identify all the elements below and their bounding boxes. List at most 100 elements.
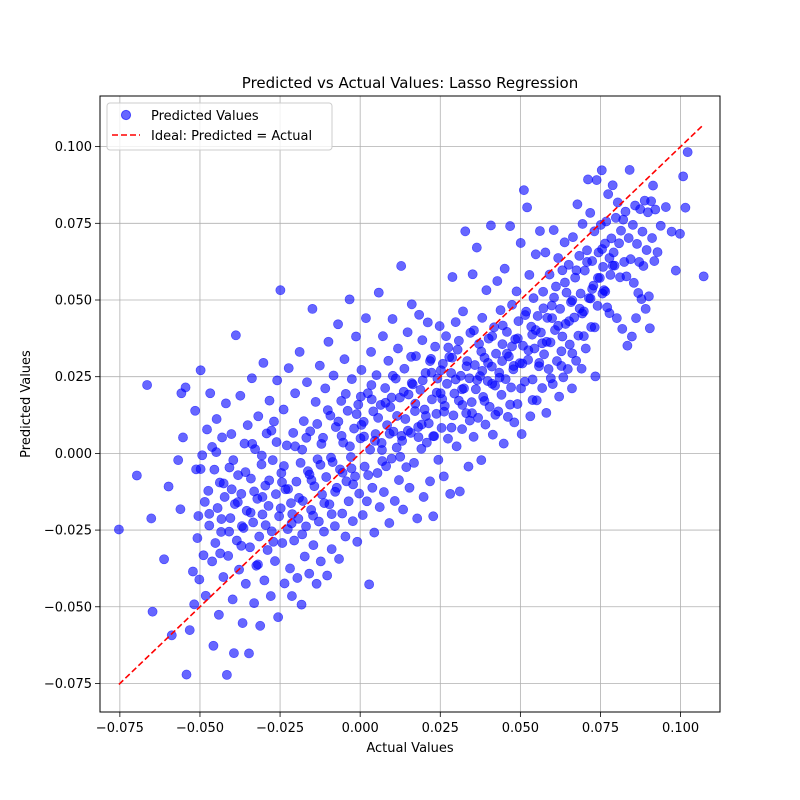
- scatter-point: [277, 538, 288, 548]
- scatter-point: [470, 384, 481, 395]
- scatter-point: [648, 180, 658, 191]
- scatter-point: [577, 219, 588, 229]
- scatter-point: [582, 257, 592, 267]
- scatter-point: [211, 414, 222, 424]
- scatter-point: [357, 510, 368, 520]
- scatter-point: [237, 618, 248, 628]
- scatter-point: [221, 669, 232, 680]
- scatter-point: [308, 510, 318, 521]
- scatter-point: [621, 271, 632, 282]
- x-tick-label: −0.050: [176, 721, 224, 736]
- scatter-point: [253, 559, 263, 570]
- scatter-point: [193, 511, 204, 521]
- scatter-point: [450, 317, 461, 327]
- scatter-point: [329, 521, 340, 531]
- scatter-point: [409, 457, 419, 468]
- scatter-point: [213, 609, 224, 620]
- scatter-point: [333, 319, 343, 330]
- x-tick-label: 0.100: [662, 721, 699, 736]
- scatter-point: [310, 396, 321, 407]
- scatter-point: [212, 503, 223, 513]
- scatter-point: [215, 548, 226, 559]
- scatter-point: [587, 284, 598, 294]
- scatter-point: [522, 202, 533, 213]
- scatter-point: [290, 388, 301, 399]
- scatter-point: [574, 250, 585, 261]
- scatter-point: [641, 245, 652, 255]
- scatter-point: [286, 498, 296, 508]
- scatter-point: [204, 520, 215, 531]
- scatter-point: [632, 238, 642, 249]
- scatter-point: [208, 640, 219, 651]
- scatter-point: [556, 346, 567, 357]
- scatter-point: [505, 221, 516, 231]
- scatter-point: [319, 526, 329, 537]
- scatter-point: [356, 365, 367, 375]
- legend-marker-scatter: [120, 109, 132, 121]
- scatter-point: [523, 345, 534, 356]
- scatter-point: [593, 273, 603, 283]
- scatter-point: [270, 556, 280, 566]
- scatter-point: [638, 261, 649, 271]
- scatter-point: [184, 625, 195, 635]
- scatter-point: [539, 349, 549, 360]
- scatter-point: [275, 503, 286, 514]
- scatter-point: [217, 432, 227, 443]
- scatter-point: [452, 344, 463, 355]
- scatter-point: [485, 220, 496, 231]
- scatter-point: [477, 312, 488, 323]
- scatter-point: [487, 378, 498, 389]
- scatter-point: [417, 335, 428, 346]
- scatter-point: [623, 233, 634, 243]
- scatter-point: [516, 383, 526, 394]
- scatter-point: [505, 399, 516, 410]
- scatter-point: [226, 484, 237, 495]
- scatter-point: [438, 471, 449, 482]
- scatter-point: [516, 429, 527, 439]
- scatter-point: [519, 185, 529, 196]
- scatter-point: [492, 276, 503, 286]
- scatter-point: [497, 320, 508, 331]
- scatter-point: [644, 323, 655, 334]
- scatter-point: [227, 594, 238, 605]
- scatter-point: [245, 507, 256, 518]
- scatter-point: [378, 487, 389, 497]
- scatter-point: [333, 416, 344, 427]
- scatter-point: [490, 409, 501, 420]
- scatter-point: [295, 457, 306, 468]
- scatter-point: [670, 265, 681, 276]
- scatter-point: [589, 322, 600, 333]
- scatter-point: [258, 357, 269, 368]
- scatter-point: [517, 358, 528, 369]
- scatter-point: [537, 338, 548, 349]
- scatter-point: [114, 524, 124, 535]
- scatter-point: [439, 406, 450, 417]
- scatter-point: [296, 599, 307, 610]
- scatter-point: [199, 496, 210, 507]
- scatter-point: [443, 433, 453, 444]
- scatter-point: [330, 486, 341, 497]
- scatter-point: [614, 238, 624, 249]
- scatter-point: [666, 226, 677, 237]
- scatter-point: [418, 492, 429, 502]
- scatter-point: [564, 316, 574, 327]
- scatter-point: [624, 165, 635, 175]
- scatter-point: [279, 578, 290, 589]
- scatter-point: [412, 513, 423, 524]
- scatter-point: [467, 408, 477, 419]
- plot-frame: [99, 95, 721, 713]
- y-tick-label: 0.050: [55, 294, 92, 309]
- x-tick-label: 0.075: [582, 721, 619, 736]
- scatter-point: [205, 388, 216, 399]
- scatter-point: [229, 648, 239, 658]
- scatter-point: [320, 383, 331, 394]
- scatter-point: [406, 351, 417, 362]
- scatter-point: [660, 202, 671, 212]
- scatter-point: [355, 391, 366, 402]
- scatter-point: [207, 556, 218, 567]
- scatter-point: [596, 165, 607, 176]
- scatter-point: [346, 463, 357, 474]
- scatter-point: [678, 171, 689, 182]
- scatter-point: [646, 196, 657, 207]
- scatter-point: [447, 272, 458, 282]
